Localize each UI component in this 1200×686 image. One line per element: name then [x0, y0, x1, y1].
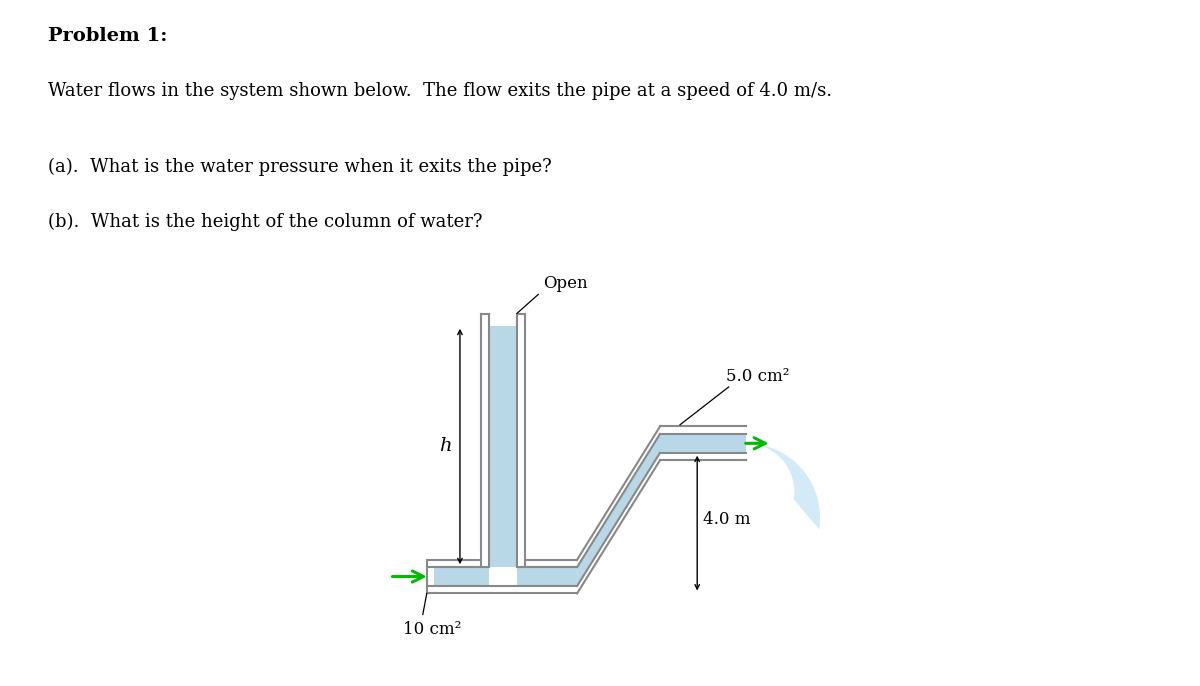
Text: Problem 1:: Problem 1: — [48, 27, 167, 45]
Text: h: h — [439, 438, 451, 456]
Text: (b).  What is the height of the column of water?: (b). What is the height of the column of… — [48, 213, 482, 231]
Polygon shape — [577, 434, 660, 586]
Text: Water flows in the system shown below.  The flow exits the pipe at a speed of 4.: Water flows in the system shown below. T… — [48, 82, 832, 100]
Polygon shape — [434, 567, 488, 586]
Text: 10 cm²: 10 cm² — [403, 622, 461, 639]
Text: 4.0 m: 4.0 m — [703, 511, 750, 528]
Polygon shape — [660, 434, 745, 453]
Polygon shape — [481, 314, 488, 567]
Polygon shape — [488, 326, 517, 567]
Polygon shape — [517, 567, 577, 586]
Text: Open: Open — [542, 274, 588, 292]
Text: 5.0 cm²: 5.0 cm² — [726, 368, 790, 386]
Polygon shape — [517, 314, 524, 567]
Polygon shape — [745, 443, 820, 530]
Text: (a).  What is the water pressure when it exits the pipe?: (a). What is the water pressure when it … — [48, 158, 552, 176]
